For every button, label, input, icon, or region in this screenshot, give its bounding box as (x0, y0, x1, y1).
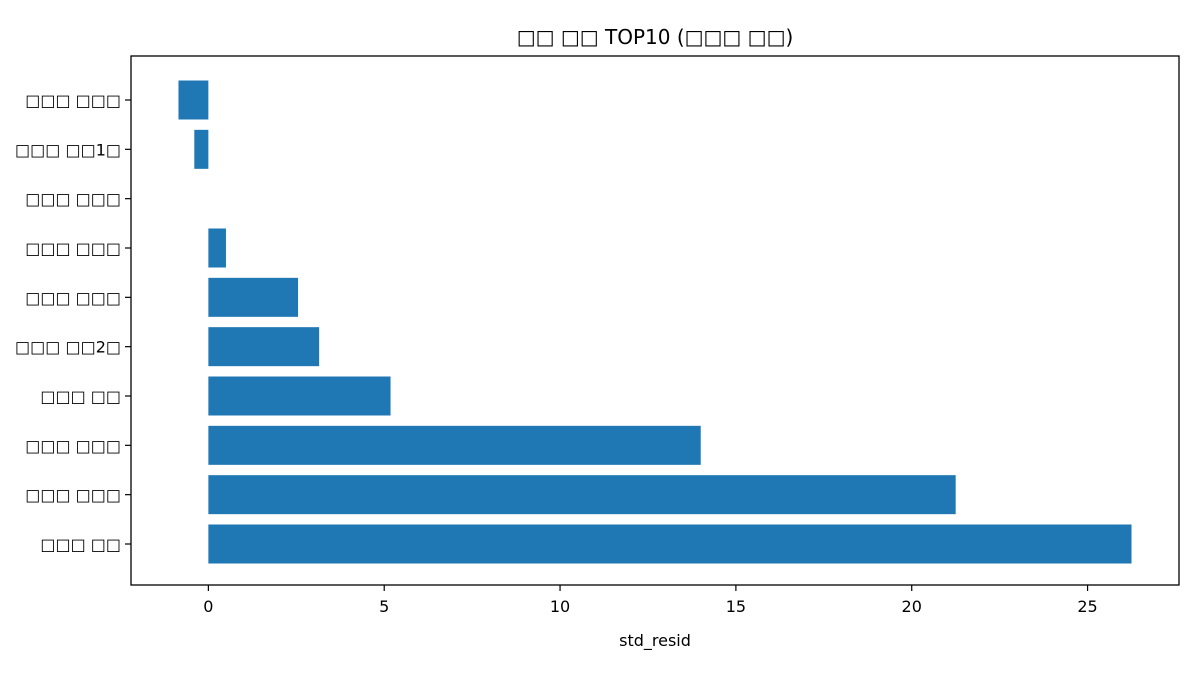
x-axis-ticks: 0 5 10 15 20 25 (203, 585, 1098, 616)
bar-9 (208, 475, 956, 515)
x-tick-label-25: 25 (1077, 597, 1097, 616)
plot-frame (130, 55, 1180, 586)
y-tick-label-9: □□□ □□□ (25, 486, 121, 505)
y-tick-label-3: □□□ □□□ (25, 190, 121, 209)
bar-6 (208, 327, 320, 367)
y-tick-label-5: □□□ □□□ (25, 288, 121, 307)
x-tick-label-15: 15 (726, 597, 746, 616)
bars-group (178, 80, 1132, 564)
chart-title: □□ □□ TOP10 (□□□ □□) (517, 25, 794, 49)
x-tick-label-10: 10 (550, 597, 570, 616)
y-tick-label-7: □□□ □□ (40, 387, 121, 406)
x-axis-label: std_resid (619, 631, 691, 651)
y-tick-label-2: □□□ □□1□ (15, 140, 121, 159)
y-tick-label-10: □□□ □□ (40, 535, 121, 554)
x-tick-label-0: 0 (203, 597, 213, 616)
y-tick-label-1: □□□ □□□ (25, 91, 121, 110)
y-axis-ticks: □□□ □□□ □□□ □□1□ □□□ □□□ □□□ □□□ □□□ □□□ □□□ … (15, 91, 131, 554)
y-tick-label-8: □□□ □□□ (25, 436, 121, 455)
y-tick-label-4: □□□ □□□ (25, 239, 121, 258)
bar-10 (208, 524, 1132, 564)
bar-8 (208, 425, 701, 465)
x-tick-label-5: 5 (379, 597, 389, 616)
y-tick-label-6: □□□ □□2□ (15, 338, 121, 357)
bar-5 (208, 277, 299, 317)
bar-1 (178, 80, 209, 120)
bar-4 (208, 228, 226, 268)
bar-7 (208, 376, 391, 416)
x-tick-label-20: 20 (902, 597, 922, 616)
bar-2 (194, 129, 209, 169)
